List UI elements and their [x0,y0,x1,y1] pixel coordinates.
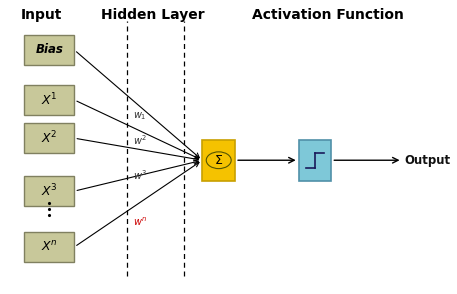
Text: Output: Output [404,154,451,167]
Text: Activation Function: Activation Function [252,8,404,22]
Text: $X^2$: $X^2$ [41,130,58,146]
Circle shape [206,152,231,169]
Text: $X^1$: $X^1$ [41,92,58,108]
Bar [24,85,74,115]
Bar [202,140,235,181]
Text: Input: Input [21,8,62,22]
Text: $X^n$: $X^n$ [41,240,58,254]
Text: $w^3$: $w^3$ [133,168,148,182]
Bar [24,232,74,262]
Text: $X^3$: $X^3$ [41,183,58,199]
Bar [24,35,74,65]
Text: $\Sigma$: $\Sigma$ [214,154,223,167]
Bar [298,140,331,181]
Text: Hidden Layer: Hidden Layer [101,8,205,22]
Text: $w^2$: $w^2$ [133,133,148,146]
Text: $w^n$: $w^n$ [133,216,148,228]
Bar [24,123,74,153]
Text: $w_1$: $w_1$ [133,110,147,122]
Bar [24,176,74,206]
Text: Bias: Bias [35,44,63,56]
